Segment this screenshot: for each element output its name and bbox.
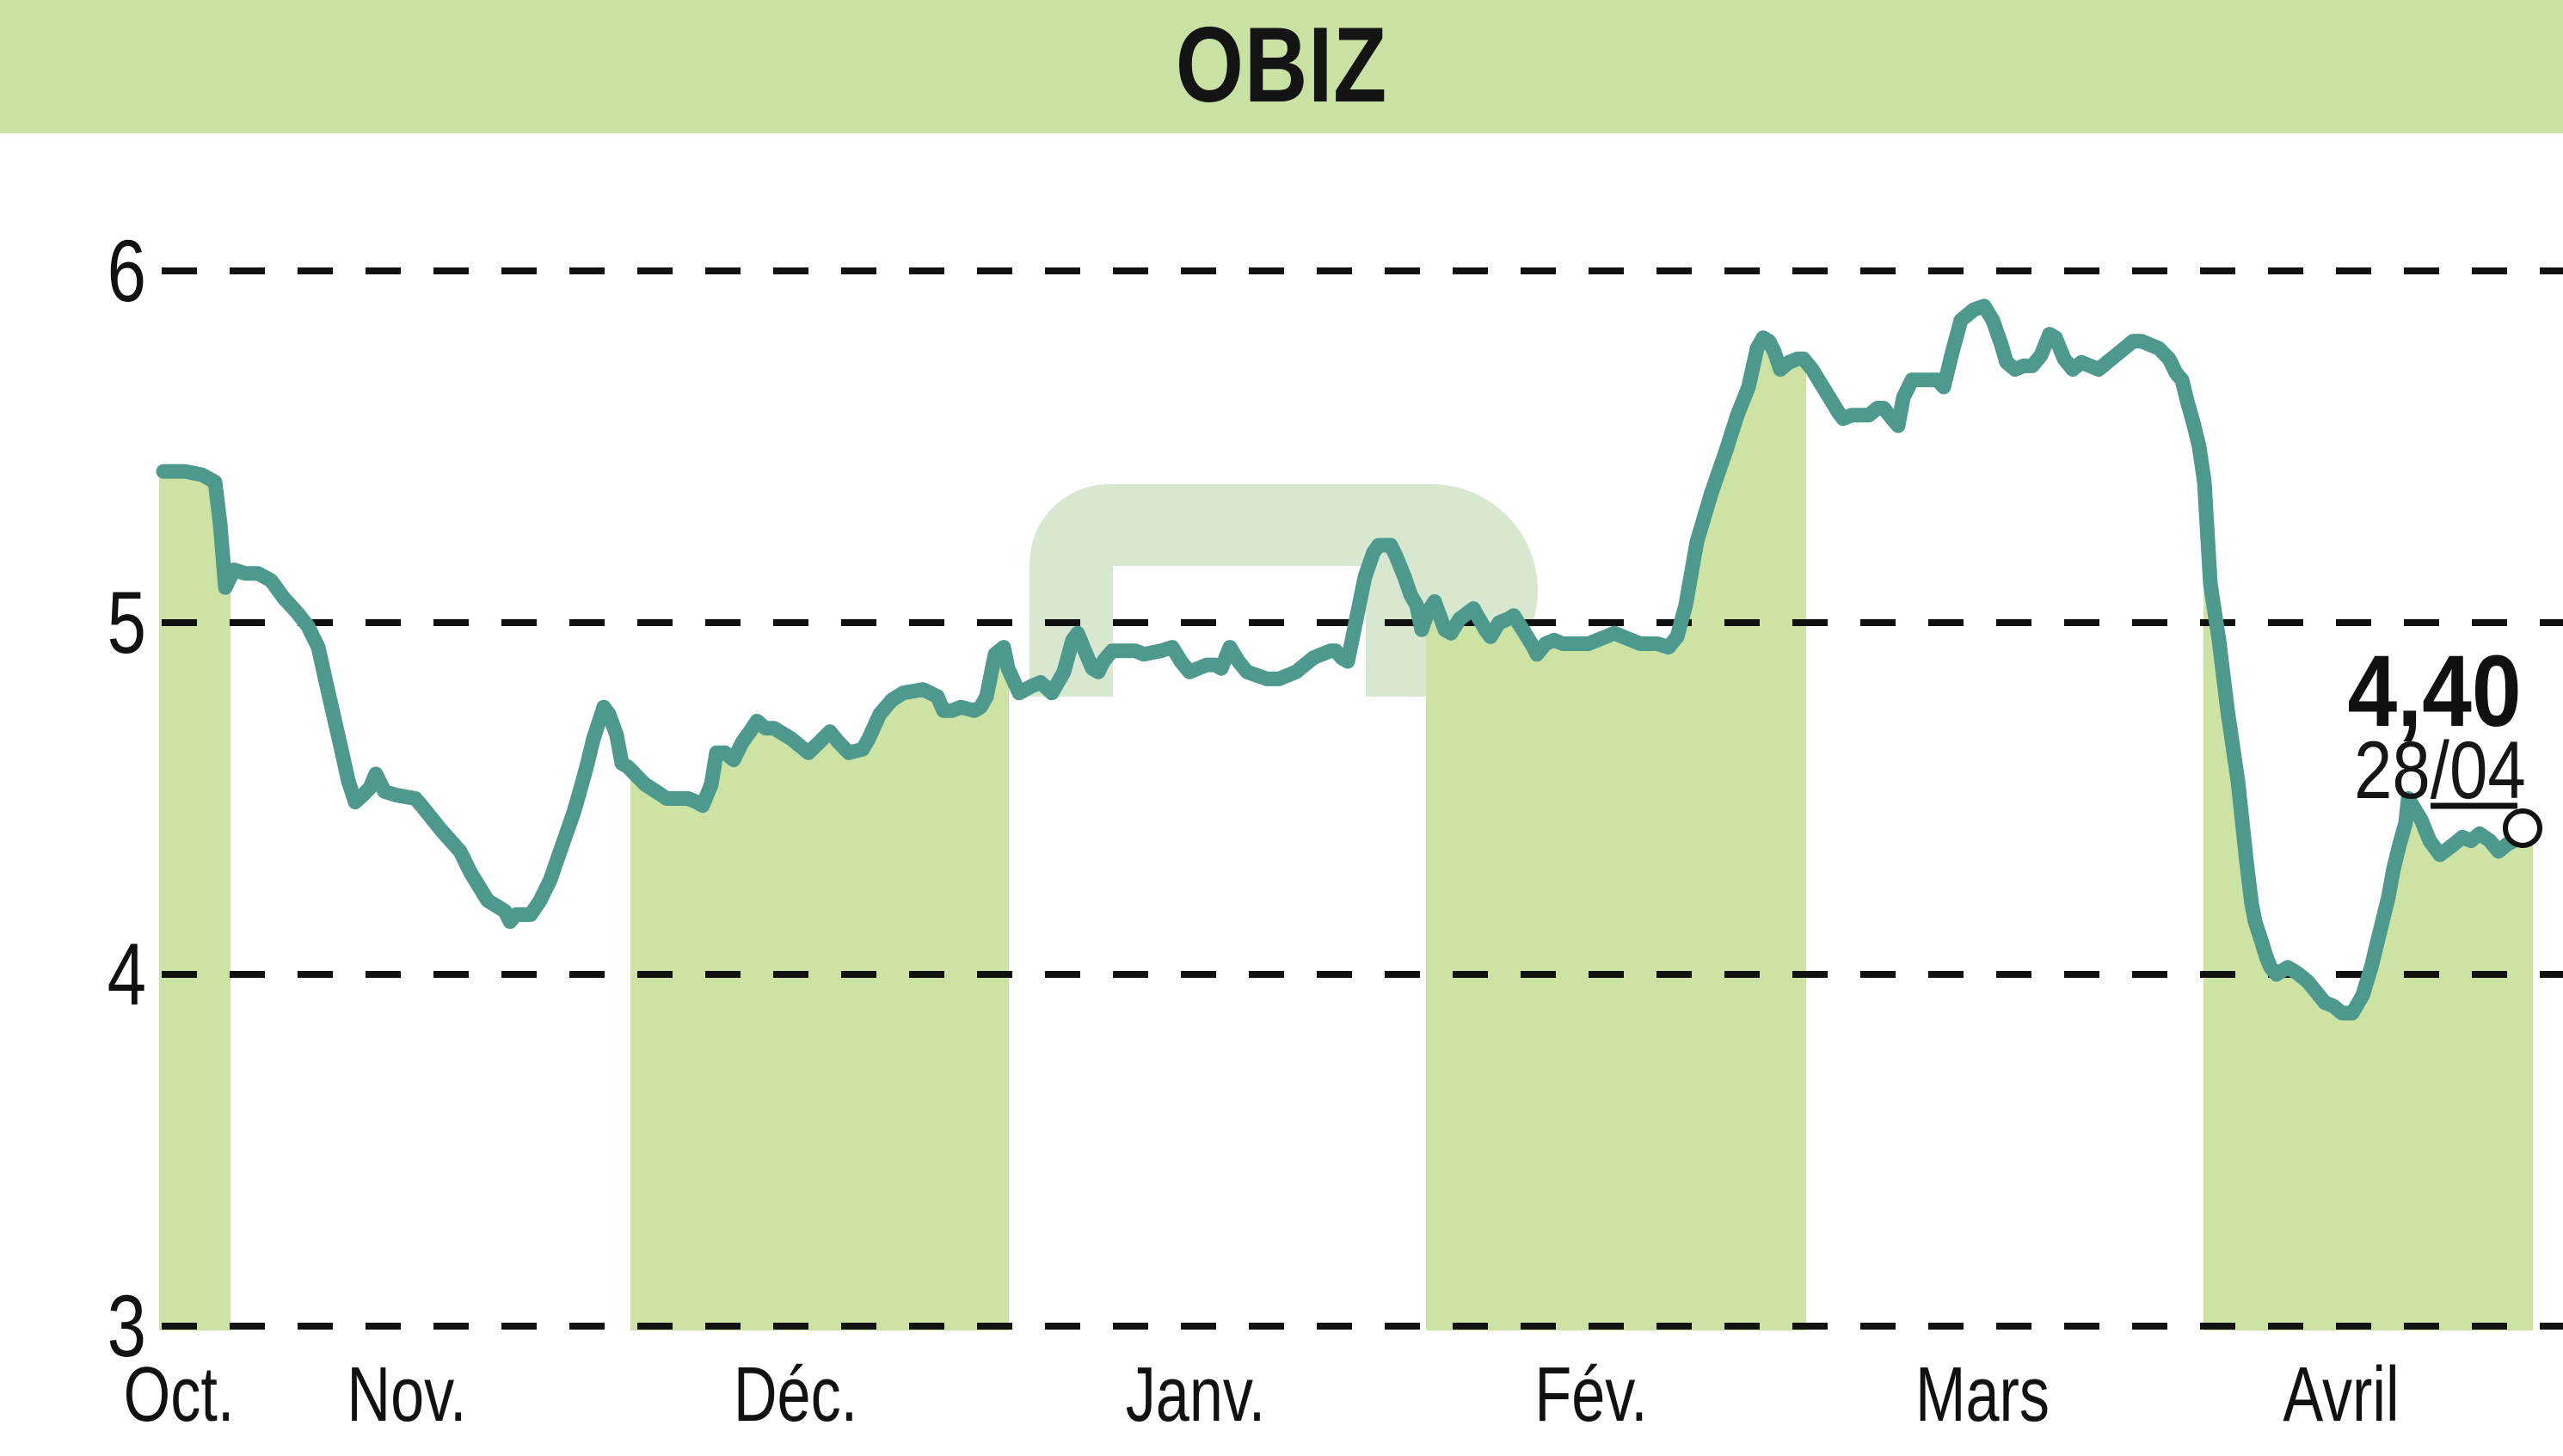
x-axis-label-fv: Fév. <box>1534 1352 1648 1438</box>
y-axis-label-3: 3 <box>107 1277 146 1375</box>
stock-title: OBIZ <box>1175 6 1388 125</box>
x-axis-label-dc: Déc. <box>733 1352 858 1438</box>
price-line <box>156 298 2536 1021</box>
x-axis-label-nov: Nov. <box>347 1352 467 1438</box>
shaded-month-band <box>159 471 230 1330</box>
x-axis-label-mars: Mars <box>1915 1352 2050 1438</box>
x-axis-label-avril: Avril <box>2283 1352 2400 1438</box>
shaded-month-band <box>2203 476 2533 1330</box>
last-price-date: 28/04 <box>2354 725 2526 816</box>
shaded-month-band <box>1426 337 1806 1331</box>
x-axis-label-janv: Janv. <box>1125 1352 1266 1438</box>
y-axis-label-5: 5 <box>107 574 146 672</box>
y-axis-label-6: 6 <box>107 222 146 320</box>
last-price-label: 4,40 <box>2347 635 2522 748</box>
title-bar: OBIZ <box>0 0 2563 133</box>
shaded-month-band <box>630 647 1009 1330</box>
y-axis-label-4: 4 <box>107 925 146 1023</box>
x-axis-label-oct: Oct. <box>123 1352 235 1438</box>
last-price-marker <box>2503 808 2542 848</box>
